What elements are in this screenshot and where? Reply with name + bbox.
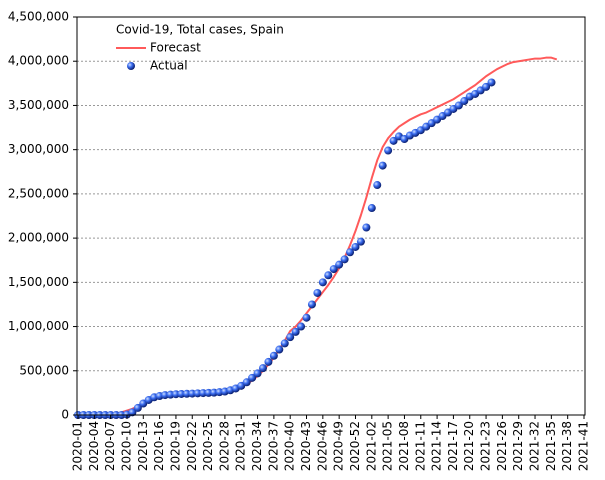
y-tick-label: 2,500,000 — [8, 186, 69, 200]
data-point — [487, 78, 496, 87]
y-tick-label: 3,500,000 — [8, 98, 69, 112]
y-tick-label: 3,000,000 — [8, 142, 69, 156]
x-tick-label: 2020-37 — [266, 421, 280, 471]
x-tick-label: 2020-10 — [119, 421, 133, 471]
x-tick-label: 2020-49 — [332, 421, 346, 471]
x-tick-label: 2020-40 — [283, 421, 297, 471]
data-point — [362, 223, 371, 232]
y-tick-label: 1,500,000 — [8, 275, 69, 289]
x-tick-label: 2021-05 — [381, 421, 395, 471]
data-point — [269, 351, 278, 360]
data-point — [454, 101, 463, 110]
x-tick-label: 2020-01 — [71, 421, 85, 471]
data-point — [264, 357, 273, 366]
x-tick-label: 2020-22 — [185, 421, 199, 471]
data-point — [286, 333, 295, 342]
data-point — [291, 327, 300, 336]
data-point — [460, 97, 469, 106]
data-point — [248, 373, 257, 382]
x-tick-label: 2021-23 — [479, 421, 493, 471]
data-point — [335, 260, 344, 269]
x-tick-label: 2020-31 — [234, 421, 248, 471]
data-point — [356, 237, 365, 246]
data-point — [253, 369, 262, 378]
x-tick-label: 2021-11 — [413, 421, 427, 471]
y-tick-label: 0 — [61, 408, 69, 422]
plot — [74, 56, 558, 419]
data-point — [133, 403, 142, 412]
x-tick-label: 2020-04 — [87, 421, 101, 471]
x-tick-label: 2020-46 — [315, 421, 329, 471]
x-tick-label: 2021-35 — [544, 421, 558, 471]
x-tick-label: 2020-13 — [136, 421, 150, 471]
x-tick-label: 2020-52 — [348, 421, 362, 471]
x-tick-label: 2020-19 — [168, 421, 182, 471]
grid — [77, 60, 585, 372]
axes: 0 500,000 1,000,000 1,500,000 2,000,000 2,500… — [8, 10, 591, 472]
data-point — [275, 345, 284, 354]
y-tick-label: 2,000,000 — [8, 231, 69, 245]
y-tick-label: 1,000,000 — [8, 319, 69, 333]
y-tick-label: 500,000 — [19, 363, 69, 377]
y-tick-label: 4,000,000 — [8, 54, 69, 68]
data-point — [329, 265, 338, 274]
data-point — [340, 255, 349, 264]
x-tick-label: 2021-32 — [528, 421, 542, 471]
data-point — [280, 339, 289, 348]
data-point — [378, 161, 387, 170]
x-tick-label: 2020-43 — [299, 421, 313, 471]
x-tick-label: 2021-17 — [446, 421, 460, 471]
y-tick-label: 4,500,000 — [8, 10, 69, 24]
data-point — [351, 242, 360, 251]
data-point — [324, 271, 333, 280]
data-point — [297, 322, 306, 331]
legend: Covid-19, Total cases, Spain Forecast Act… — [116, 23, 284, 73]
legend-label: Forecast — [150, 41, 201, 55]
legend-marker — [127, 62, 135, 70]
plot-frame — [76, 16, 586, 416]
x-tick-label: 2020-28 — [217, 421, 231, 471]
data-point — [258, 364, 267, 373]
x-tick-label: 2021-26 — [495, 421, 509, 471]
x-tick-label: 2020-34 — [250, 421, 264, 471]
data-point — [367, 204, 376, 213]
x-tick-label: 2021-14 — [430, 421, 444, 471]
data-point — [373, 181, 382, 190]
data-point — [302, 313, 311, 322]
x-tick-label: 2020-25 — [201, 421, 215, 471]
x-tick-label: 2021-02 — [364, 421, 378, 471]
data-point — [384, 146, 393, 155]
x-tick-label: 2021-29 — [511, 421, 525, 471]
data-point — [242, 378, 251, 387]
data-point — [346, 248, 355, 257]
data-point — [389, 136, 398, 145]
data-point — [128, 408, 137, 417]
x-tick-label: 2021-08 — [397, 421, 411, 471]
legend-label: Actual — [150, 59, 188, 73]
legend-title: Covid-19, Total cases, Spain — [116, 23, 284, 37]
data-point — [313, 288, 322, 297]
data-point — [307, 300, 316, 309]
x-tick-label: 2020-07 — [103, 421, 117, 471]
x-tick-label: 2021-38 — [560, 421, 574, 471]
data-point — [482, 82, 491, 91]
forecast-line — [78, 56, 558, 416]
x-tick-label: 2021-41 — [577, 421, 591, 471]
x-tick-label: 2021-20 — [462, 421, 476, 471]
x-tick-label: 2020-16 — [152, 421, 166, 471]
data-point — [318, 278, 327, 287]
